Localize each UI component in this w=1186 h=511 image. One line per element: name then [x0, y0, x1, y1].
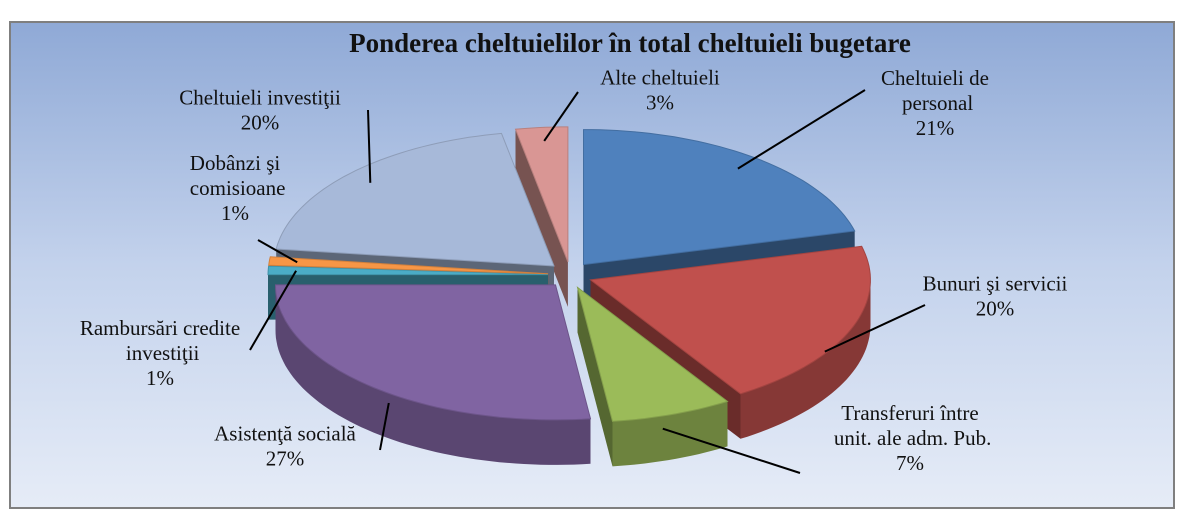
value-label: 20%	[976, 296, 1015, 320]
value-label: 7%	[896, 451, 924, 475]
slice-wall	[612, 401, 728, 467]
category-label: Cheltuieli de personal	[881, 66, 989, 115]
slice-side	[515, 129, 568, 307]
leader-line	[257, 239, 298, 264]
value-label: 27%	[266, 446, 305, 470]
category-label: Bunuri şi servicii	[923, 271, 1068, 295]
category-label: Dobânzi şi comisioane	[185, 151, 286, 200]
slice	[589, 245, 871, 395]
slice-wall	[740, 279, 871, 439]
category-label: Rambursări credite investiţii	[80, 316, 240, 365]
leader-line	[379, 402, 390, 451]
category-label: Cheltuieli investiţii	[179, 85, 341, 109]
leader-line	[249, 270, 297, 351]
leader-line	[543, 91, 579, 142]
value-label: 1%	[221, 201, 249, 225]
value-label: 3%	[646, 90, 674, 114]
slice	[576, 286, 729, 422]
slice-wall	[275, 284, 591, 465]
value-label: 21%	[916, 116, 955, 140]
leader-line	[737, 89, 866, 170]
slice-side	[577, 287, 613, 467]
value-label: 1%	[146, 366, 174, 390]
category-label: Transferuri între unit. ale adm. Pub.	[829, 401, 992, 450]
slice	[274, 284, 592, 421]
slice	[268, 256, 549, 275]
slice	[267, 265, 549, 276]
category-label: Asistenţă socială	[214, 421, 356, 445]
leader-line	[824, 304, 926, 353]
slice	[514, 126, 569, 263]
category-label: Alte cheltuieli	[600, 65, 720, 89]
value-label: 20%	[241, 110, 280, 134]
leader-line	[662, 427, 801, 474]
slice	[275, 132, 555, 267]
leader-line	[367, 109, 372, 183]
chart-title: Ponderea cheltuielilor în total cheltuie…	[349, 28, 911, 58]
